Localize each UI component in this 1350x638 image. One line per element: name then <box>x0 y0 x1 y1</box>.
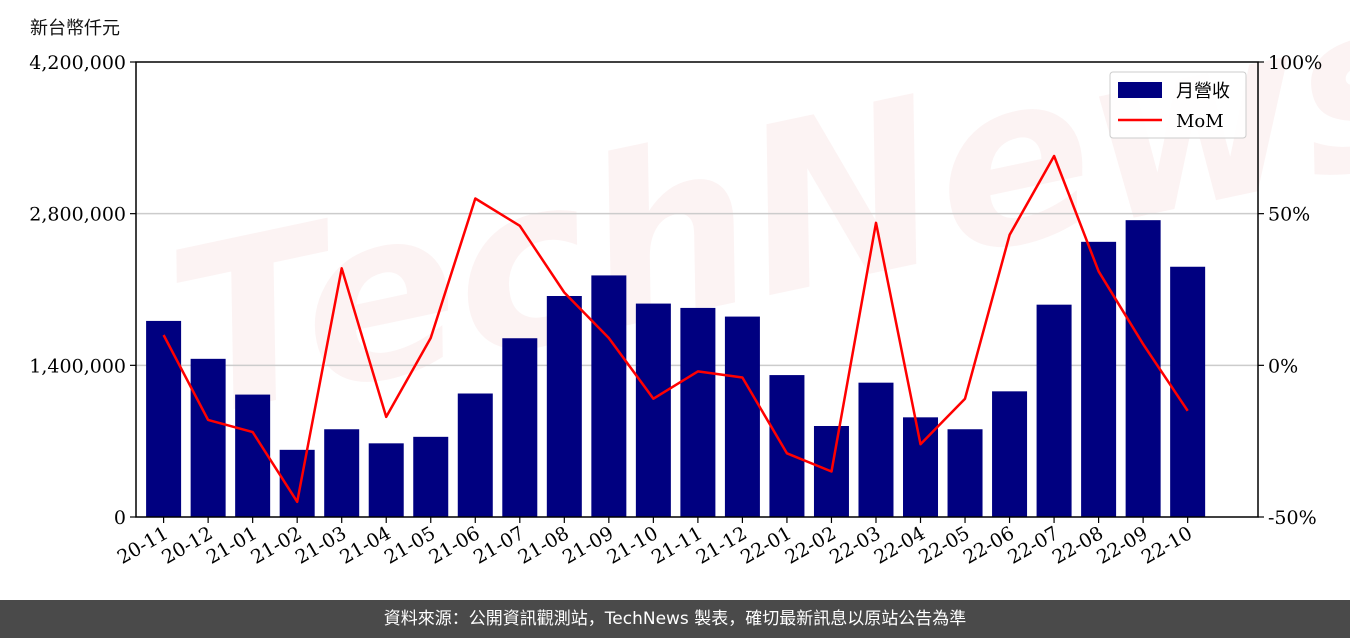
bar-21-01 <box>235 394 271 517</box>
footer-source-text: 資料來源：公開資訊觀測站，TechNews 製表，確切最新訊息以原站公告為準 <box>383 609 967 629</box>
x-axis-tick-label: 22-01 <box>737 522 795 568</box>
chart-area: TechNews 0 1,400,000 2,800,000 4,200,000 -50… <box>29 0 1350 569</box>
x-axis-tick-label: 21-02 <box>247 522 305 568</box>
plot-frame <box>135 61 1259 518</box>
bar-21-10 <box>635 303 671 517</box>
x-axis-tick-label: 20-12 <box>158 522 216 568</box>
x-axis-tick-label: 22-03 <box>826 522 884 568</box>
x-axis-tick-label: 20-11 <box>114 522 172 568</box>
bar-21-05 <box>413 436 449 517</box>
x-axis-tick-label: 22-09 <box>1093 522 1151 568</box>
chart-svg: 0 1,400,000 2,800,000 4,200,000 -50% 0% 50% 100… <box>29 52 1322 569</box>
x-axis-tick-label: 21-06 <box>425 522 483 568</box>
x-axis-tick-label: 21-09 <box>559 522 617 568</box>
x-axis-tick-label: 21-03 <box>292 522 350 568</box>
right-axis-tick-label: 0% <box>1268 355 1298 377</box>
bar-22-08 <box>1081 241 1117 518</box>
bar-22-09 <box>1125 220 1161 517</box>
x-axis-tick-label: 21-11 <box>648 522 706 568</box>
x-axis-tick-label: 22-02 <box>782 522 840 568</box>
left-axis-tick-label: 2,800,000 <box>29 204 126 226</box>
bar-21-09 <box>591 275 627 517</box>
bar-20-12 <box>190 358 226 517</box>
bar-21-04 <box>368 443 404 517</box>
y-axis-unit-label: 新台幣仟元 <box>30 18 120 39</box>
x-axis-tick-label: 21-07 <box>470 522 528 568</box>
x-axis-tick-label: 21-10 <box>603 522 661 568</box>
bar-21-11 <box>680 307 716 517</box>
bar-22-01 <box>769 375 805 517</box>
bar-21-06 <box>457 393 493 517</box>
x-axis-tick-label: 21-08 <box>514 522 572 568</box>
bar-22-06 <box>992 391 1028 517</box>
x-axis-tick-label: 21-04 <box>336 522 394 568</box>
left-axis-tick-label: 4,200,000 <box>29 52 126 74</box>
x-axis-tick-label: 21-05 <box>381 522 439 568</box>
bar-22-07 <box>1036 304 1072 517</box>
bar-21-12 <box>724 316 760 517</box>
bar-21-03 <box>324 429 360 517</box>
right-axis-tick-label: -50% <box>1268 507 1317 529</box>
right-axis-tick-label: 50% <box>1268 204 1310 226</box>
x-axis-tick-label: 22-06 <box>960 522 1018 568</box>
x-axis-tick-label: 21-01 <box>203 522 261 568</box>
bar-22-05 <box>947 429 983 517</box>
x-axis-tick-label: 22-05 <box>915 522 973 568</box>
right-axis-tick-label: 100% <box>1268 52 1322 74</box>
mom-line <box>162 154 1189 504</box>
left-axis-tick-label: 0 <box>114 507 126 529</box>
x-axis-tick-label: 22-10 <box>1138 522 1196 568</box>
left-axis-tick-label: 1,400,000 <box>29 355 126 377</box>
bar-21-07 <box>502 338 538 517</box>
x-axis-tick-label: 22-04 <box>871 522 929 568</box>
x-axis-tick-label: 21-12 <box>692 522 750 568</box>
bar-22-03 <box>858 382 894 517</box>
legend-swatch-bar <box>1118 82 1162 98</box>
footer-source-bar: 資料來源：公開資訊觀測站，TechNews 製表，確切最新訊息以原站公告為準 <box>0 600 1350 638</box>
bar-20-11 <box>146 320 182 517</box>
x-axis-tick-label: 22-07 <box>1004 522 1062 568</box>
x-axis-tick-label: 22-08 <box>1049 522 1107 568</box>
legend-label-revenue: 月營收 <box>1176 81 1230 102</box>
legend-label-mom: MoM <box>1176 111 1224 132</box>
bar-21-08 <box>546 296 582 517</box>
